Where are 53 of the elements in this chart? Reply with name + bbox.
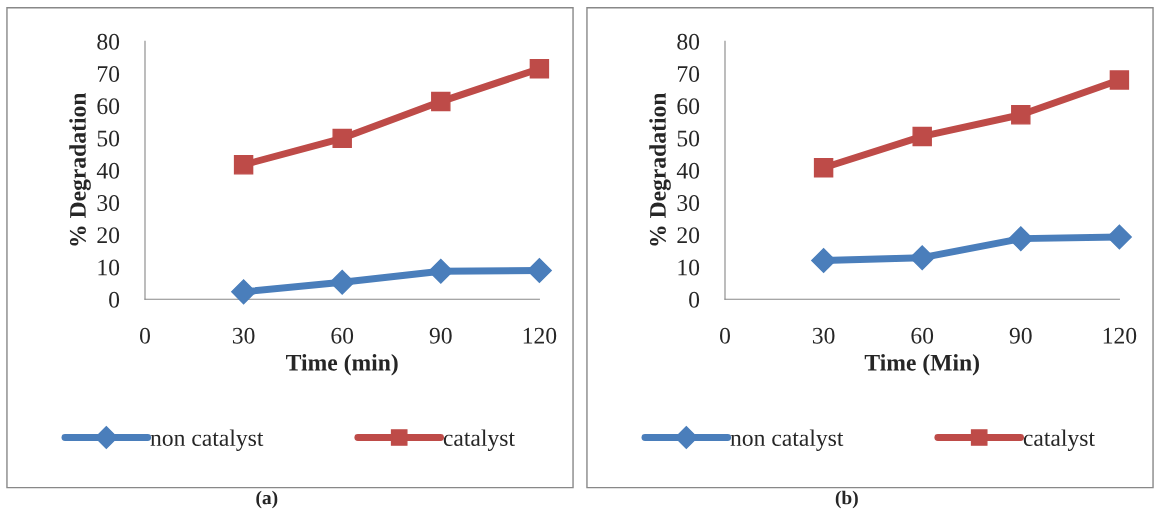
y-tick-label: 50	[97, 130, 120, 147]
point	[529, 58, 550, 79]
x-tick-label: 30	[812, 327, 835, 344]
text: (a)	[256, 490, 278, 509]
y-tick-label: 10	[678, 259, 700, 276]
point	[1011, 105, 1031, 125]
legend-label: catalyst	[443, 429, 515, 451]
point	[909, 245, 935, 271]
y-tick-label: 30	[97, 195, 120, 211]
x-axis-title: Time (Min)	[864, 354, 979, 376]
x-tick-label: 90	[1009, 327, 1032, 344]
x-tick-label: 120	[1103, 327, 1137, 344]
x-tick-label: 30	[232, 327, 255, 344]
point	[329, 269, 355, 295]
x-axis-title: Time (min)	[286, 354, 398, 376]
y-tick-label: 40	[676, 162, 700, 179]
y-tick-label: 60	[677, 98, 700, 115]
x-tick-label: 60	[911, 327, 934, 344]
point	[811, 248, 837, 274]
point	[332, 128, 352, 149]
y-tick-label: 50	[677, 130, 700, 147]
y-tick-label: 70	[677, 66, 700, 82]
point	[912, 126, 932, 147]
point	[431, 91, 451, 112]
y-tick-label: 70	[97, 66, 120, 82]
legend-label: non catalyst	[730, 429, 844, 451]
point	[1106, 224, 1132, 250]
legend-label: catalyst	[1023, 429, 1095, 451]
x-tick-label: 120	[523, 327, 557, 344]
point	[428, 258, 454, 284]
y-axis-title: % Degradation	[649, 92, 671, 246]
y-tick-label: 20	[677, 227, 700, 244]
y-tick-label: 40	[96, 162, 120, 179]
y-tick-label: 0	[109, 291, 120, 308]
point	[231, 279, 257, 305]
y-tick-label: 0	[689, 291, 700, 308]
x-tick-label: 0	[720, 327, 730, 344]
point	[233, 155, 254, 175]
x-tick-label: 60	[331, 327, 354, 344]
y-tick-label: 80	[97, 33, 120, 50]
x-tick-label: 0	[140, 327, 150, 344]
point	[1109, 70, 1130, 90]
y-tick-label: 60	[97, 98, 120, 115]
text: (b)	[835, 490, 858, 509]
y-tick-label: 30	[677, 195, 700, 211]
point	[1008, 226, 1034, 252]
y-tick-label: 10	[98, 259, 120, 276]
legend-label: non catalyst	[150, 429, 264, 451]
y-tick-label: 20	[97, 227, 120, 244]
x-tick-label: 90	[429, 327, 452, 344]
point	[813, 157, 834, 178]
y-tick-label: 80	[677, 33, 700, 50]
y-axis-title: % Degradation	[69, 92, 91, 246]
